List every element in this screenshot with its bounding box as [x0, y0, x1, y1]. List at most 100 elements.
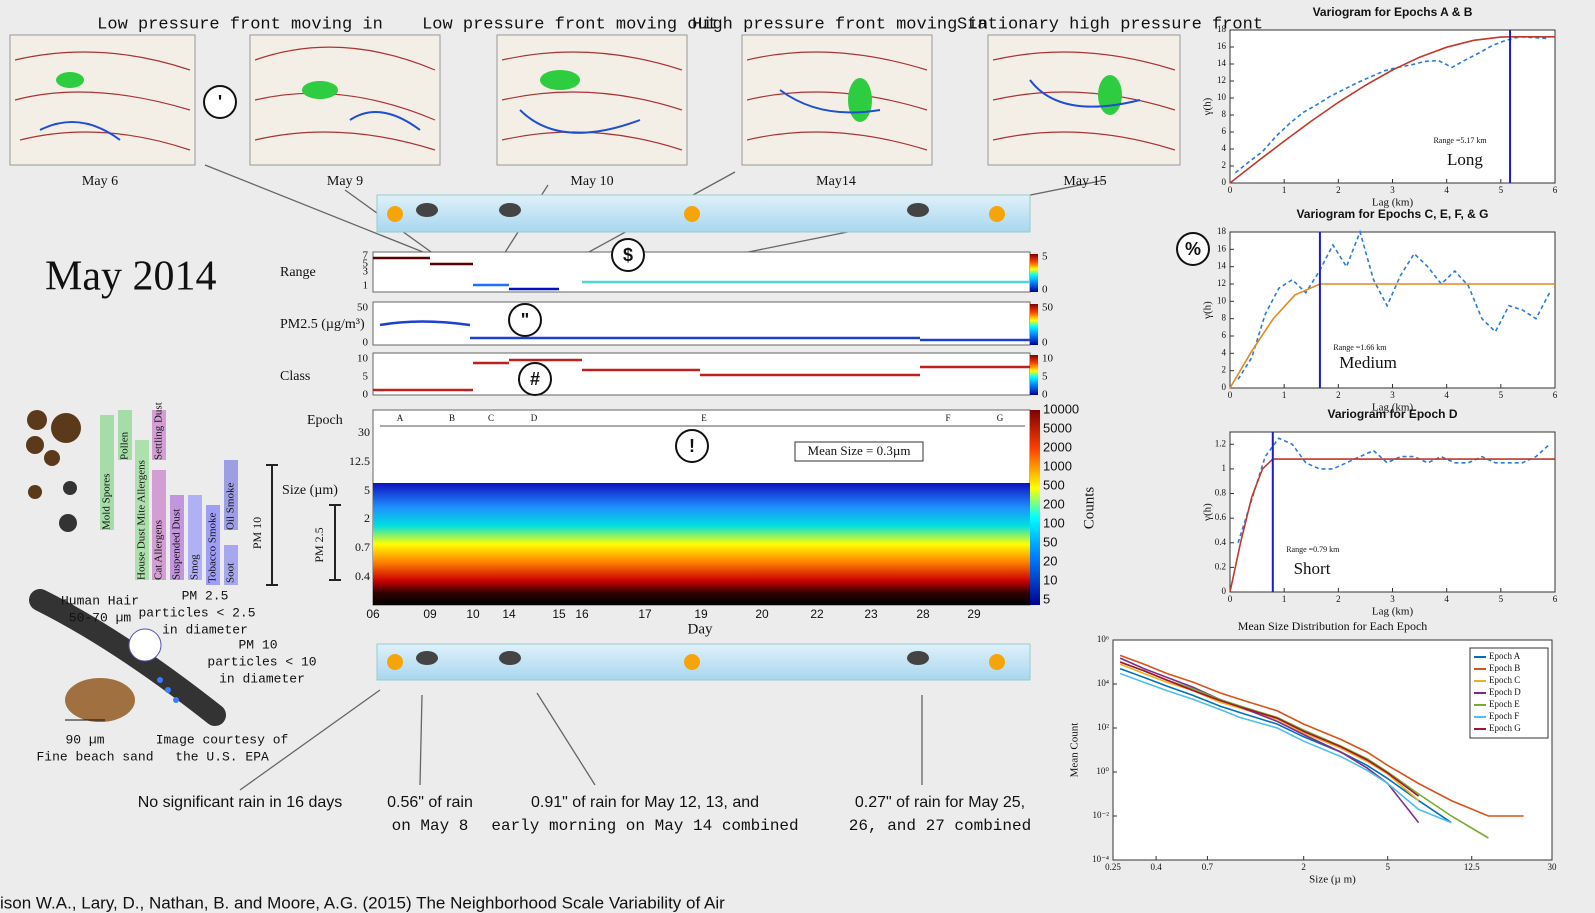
- legend-entry: Epoch G: [1489, 723, 1521, 733]
- callout-circle: [611, 238, 645, 272]
- diagram-label: the U.S. EPA: [175, 749, 269, 764]
- diagram-label: particles < 10: [207, 654, 316, 669]
- panel-label: Epoch: [307, 413, 343, 428]
- y-tick-label: 12: [1217, 278, 1226, 288]
- y-axis-label: γ(h): [1202, 301, 1214, 320]
- colorbar-tick: 0: [1042, 284, 1048, 296]
- callout-circle: [1176, 232, 1210, 266]
- y-tick-label: 10⁰: [1096, 766, 1109, 776]
- x-tick-label: 10: [466, 607, 480, 621]
- x-tick-label: 09: [423, 607, 437, 621]
- series-line: [1229, 458, 1555, 593]
- callout-circle: [518, 362, 552, 396]
- colorbar-tick: 50: [1042, 302, 1054, 314]
- x-axis-label: Lag (km): [1372, 197, 1414, 209]
- pollutant-label: Cat Allergens: [153, 520, 165, 580]
- x-axis-label: Lag (km): [1372, 402, 1414, 414]
- callout-symbol: $: [623, 245, 633, 265]
- x-tick-label: 2: [1336, 390, 1341, 400]
- colorbar-tick: 20: [1043, 553, 1057, 568]
- y-tick-label: 6: [1222, 126, 1227, 136]
- x-tick-label: 6: [1553, 390, 1558, 400]
- rain-note: 0.56" of rain: [387, 794, 473, 811]
- y-tick-label: 10⁴: [1097, 678, 1109, 688]
- x-tick-label: 5: [1499, 594, 1504, 604]
- x-tick-label: 5: [1499, 390, 1504, 400]
- y-tick-label: 0: [1222, 382, 1227, 392]
- pollutant-label: Oil Smoke: [225, 483, 237, 530]
- series-line: [1229, 283, 1555, 389]
- x-tick-label: 19: [694, 607, 708, 621]
- x-tick-label: 15: [552, 607, 566, 621]
- series-line: [1237, 229, 1551, 380]
- epoch-label: D: [531, 413, 538, 423]
- x-tick-label: 30: [1548, 862, 1558, 872]
- y-tick-label: 1: [363, 280, 369, 292]
- x-tick-label: 0.25: [1105, 862, 1121, 872]
- y-tick-label: 0.7: [355, 540, 370, 554]
- y-tick-label: 0: [1222, 586, 1227, 596]
- x-axis-label: Day: [688, 621, 713, 637]
- axis-label: PM 10: [250, 517, 264, 549]
- axis-label: Size (µm): [282, 483, 338, 498]
- callout-symbol: ': [218, 92, 222, 112]
- pollutant-bars: [100, 410, 238, 585]
- x-tick-label: 12.5: [1464, 862, 1480, 872]
- epoch-label: F: [945, 413, 950, 423]
- y-tick-label: 10⁻²: [1093, 810, 1110, 820]
- range-annotation: Range =1.66 km: [1333, 343, 1387, 352]
- y-axis-label: γ(h): [1202, 97, 1214, 116]
- callout-symbol: %: [1185, 239, 1201, 259]
- x-tick-label: 4: [1444, 390, 1449, 400]
- colorbar-tick: 0: [1042, 389, 1048, 401]
- range-class: Medium: [1339, 353, 1397, 372]
- y-tick-label: 14: [1217, 261, 1227, 271]
- y-tick-label: 10: [1217, 92, 1227, 102]
- x-tick-label: 6: [1553, 594, 1558, 604]
- series-line: [1234, 35, 1547, 174]
- x-tick-label: 2: [1301, 862, 1306, 872]
- chart-title: Variogram for Epoch D: [1327, 407, 1457, 421]
- y-tick-label: 16: [1217, 243, 1227, 253]
- diagram-label: particles < 2.5: [138, 605, 255, 620]
- colorbar-tick: 5: [1042, 371, 1048, 383]
- y-tick-label: 0: [1222, 177, 1227, 187]
- annotation-box: [794, 441, 924, 462]
- x-tick-label: 3: [1390, 185, 1395, 195]
- legend-entry: Epoch C: [1489, 675, 1520, 685]
- y-tick-label: 6: [1222, 330, 1227, 340]
- series-line: [1229, 36, 1555, 184]
- weather-maps: [9, 34, 1181, 166]
- y-tick-label: 16: [1217, 41, 1227, 51]
- colorbar-tick: 5000: [1043, 420, 1072, 435]
- front-heading: Low pressure front moving in: [97, 15, 383, 34]
- rain-note: 0.91" of rain for May 12, 13, and: [531, 794, 759, 811]
- callout-symbol: ": [521, 310, 530, 330]
- pollutant-label: Soot: [225, 563, 237, 583]
- y-tick-label: 0.4: [1215, 537, 1227, 547]
- citation: ison W.A., Lary, D., Nathan, B. and Moor…: [0, 893, 725, 912]
- y-tick-label: 0.2: [1215, 561, 1226, 571]
- y-axis-label: Mean Count: [1069, 723, 1081, 778]
- pollutant-label: Settling Dust: [153, 402, 165, 460]
- x-tick-label: 1: [1282, 390, 1287, 400]
- y-tick-label: 0.4: [355, 569, 370, 583]
- x-axis-label: Lag (km): [1372, 606, 1414, 618]
- x-tick-label: 20: [755, 607, 769, 621]
- callout-symbol: !: [689, 436, 695, 456]
- y-tick-label: 10⁶: [1097, 634, 1109, 644]
- panel-label: Range: [280, 265, 316, 280]
- x-tick-label: 23: [864, 607, 878, 621]
- x-tick-label: 3: [1390, 390, 1395, 400]
- rain-note: No significant rain in 16 days: [138, 794, 343, 811]
- x-tick-label: 29: [967, 607, 981, 621]
- weather-bars: [376, 194, 1031, 681]
- range-annotation: Range =5.17 km: [1433, 136, 1487, 145]
- series-line: [1237, 437, 1551, 544]
- y-tick-label: 12.5: [349, 454, 370, 468]
- slide-title: May 2014: [45, 254, 217, 300]
- y-tick-label: 5: [363, 371, 369, 383]
- diagram-label: 50-70 µm: [69, 610, 132, 625]
- rain-note: 26, and 27 combined: [849, 817, 1031, 835]
- y-tick-label: 10: [1217, 295, 1227, 305]
